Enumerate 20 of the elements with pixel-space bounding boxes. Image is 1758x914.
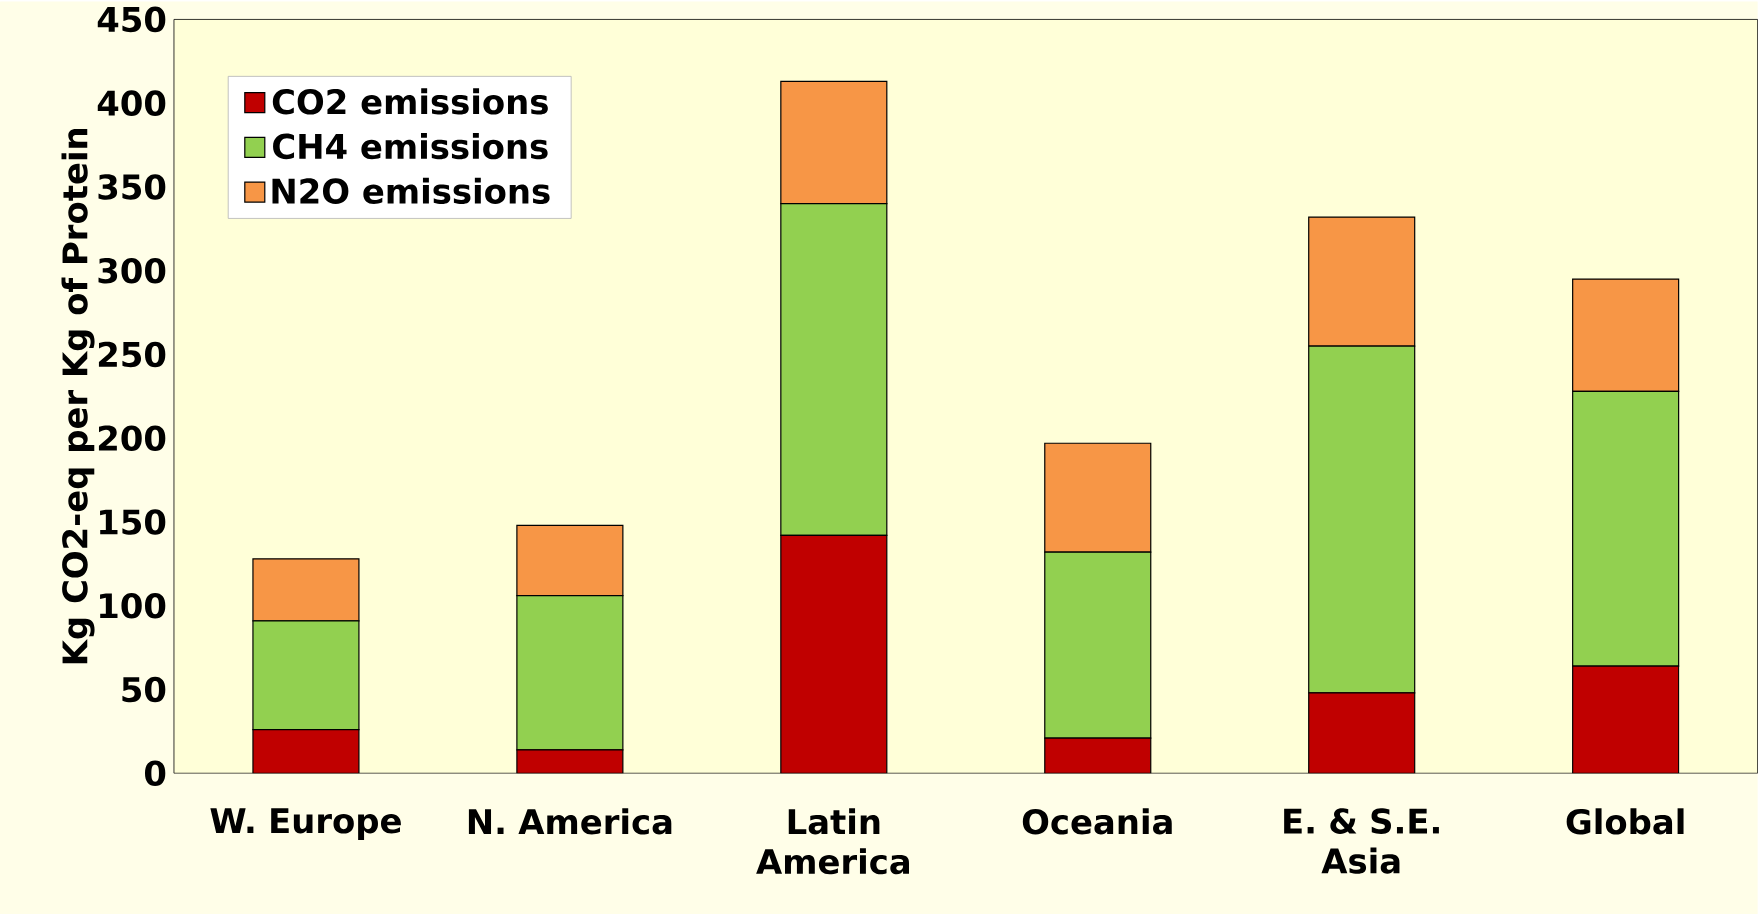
y-tick-label: 50 (122, 676, 166, 703)
y-tick-label: 350 (98, 174, 166, 200)
x-tick-label: E. & S.E. Asia (1284, 808, 1439, 874)
x-tick-label: N. America (468, 808, 672, 835)
legend-label: CH4 emissions (273, 132, 548, 160)
y-tick-label: 100 (100, 592, 166, 619)
x-tick-label: Oceania (1022, 808, 1172, 835)
legend-label: CO2 emissions (272, 88, 548, 115)
legend-label: N2O emissions (272, 177, 550, 204)
y-axis-title: Kg CO2-eq per Kg of Protein (61, 128, 95, 664)
x-tick-label: Latin America (756, 808, 910, 875)
y-tick-label: 0 (144, 760, 166, 786)
y-tick-label: 300 (98, 257, 166, 284)
y-tick-label: 150 (100, 509, 166, 535)
y-tick-label: 250 (98, 341, 166, 368)
y-tick-label: 400 (97, 90, 166, 116)
x-tick-label: Global (1566, 808, 1684, 835)
x-tick-label: W. Europe (210, 808, 401, 840)
y-tick-label: 200 (98, 425, 166, 451)
y-tick-label: 450 (97, 6, 166, 33)
